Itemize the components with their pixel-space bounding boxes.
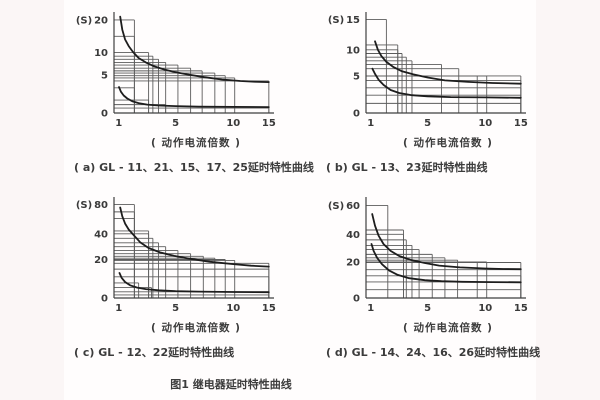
chart-b-xaxis-label: ( 动作电流倍数 ) bbox=[403, 137, 493, 149]
svg-text:5: 5 bbox=[101, 70, 108, 81]
svg-text:5: 5 bbox=[424, 118, 431, 129]
lower-limit-curve bbox=[118, 272, 270, 294]
svg-text:15: 15 bbox=[514, 303, 528, 314]
chart-c-xaxis-label: ( 动作电流倍数 ) bbox=[151, 322, 241, 334]
upper-limit-curve bbox=[371, 213, 522, 271]
svg-text:15: 15 bbox=[514, 118, 528, 129]
svg-text:1: 1 bbox=[367, 118, 374, 129]
step-grid bbox=[366, 204, 522, 298]
svg-text:1: 1 bbox=[367, 303, 374, 314]
figure-caption: 图1 继电器延时特性曲线 bbox=[170, 378, 292, 391]
content-panel bbox=[64, 0, 536, 400]
y-unit-label: (S) bbox=[328, 201, 344, 212]
axes bbox=[113, 197, 274, 299]
svg-text:1: 1 bbox=[115, 118, 122, 129]
lower-limit-curve bbox=[371, 67, 522, 99]
svg-text:0: 0 bbox=[101, 109, 108, 120]
step-grid bbox=[114, 204, 270, 298]
chart-a: 0 5 10 20 1 5 10 15 (S) ( 动作电流倍数 ) ( a) GL - 11、… bbox=[64, 6, 314, 175]
svg-text:15: 15 bbox=[346, 15, 360, 26]
y-unit-label: (S) bbox=[76, 15, 92, 26]
axes bbox=[113, 12, 274, 114]
lower-limit-curve bbox=[370, 243, 522, 284]
svg-text:5: 5 bbox=[172, 118, 179, 129]
chart-d: 0 20 40 60 1 5 10 15 (S) ( 动作电流倍数 ) ( d) GL - 14… bbox=[316, 191, 566, 360]
svg-text:10: 10 bbox=[226, 303, 240, 314]
svg-text:20: 20 bbox=[94, 15, 108, 26]
svg-text:10: 10 bbox=[478, 303, 492, 314]
svg-text:0: 0 bbox=[101, 294, 108, 305]
lower-limit-curve bbox=[118, 86, 270, 108]
svg-text:15: 15 bbox=[262, 303, 276, 314]
svg-text:1: 1 bbox=[115, 303, 122, 314]
axes bbox=[365, 197, 526, 299]
svg-text:20: 20 bbox=[346, 257, 360, 268]
svg-text:40: 40 bbox=[94, 229, 108, 240]
svg-text:5: 5 bbox=[172, 303, 179, 314]
svg-text:0: 0 bbox=[353, 294, 360, 305]
chart-a-caption: ( a) GL - 11、21、15、17、25延时特性曲线 bbox=[74, 161, 314, 174]
svg-text:10: 10 bbox=[226, 118, 240, 129]
axes bbox=[365, 12, 526, 114]
chart-c-caption: ( c) GL - 12、22延时特性曲线 bbox=[74, 346, 235, 359]
svg-text:20: 20 bbox=[94, 255, 108, 266]
y-unit-label: (S) bbox=[76, 200, 92, 211]
svg-text:60: 60 bbox=[346, 201, 360, 212]
chart-b: 0 5 10 15 1 5 10 15 (S) ( 动作电流倍数 ) ( b) GL - 13、… bbox=[316, 6, 566, 175]
svg-text:0: 0 bbox=[353, 109, 360, 120]
svg-text:10: 10 bbox=[478, 118, 492, 129]
chart-a-xaxis-label: ( 动作电流倍数 ) bbox=[151, 137, 241, 149]
svg-text:40: 40 bbox=[346, 230, 360, 241]
chart-c: 0 20 40 80 1 5 10 15 (S) ( 动作电流倍数 ) ( c) GL - 12… bbox=[64, 191, 314, 360]
svg-text:80: 80 bbox=[94, 200, 108, 211]
svg-text:5: 5 bbox=[424, 303, 431, 314]
upper-limit-curve bbox=[119, 15, 270, 83]
chart-d-xaxis-label: ( 动作电流倍数 ) bbox=[403, 322, 493, 334]
svg-text:10: 10 bbox=[346, 45, 360, 56]
chart-b-caption: ( b) GL - 13、23延时特性曲线 bbox=[326, 161, 488, 174]
y-unit-label: (S) bbox=[328, 15, 344, 26]
chart-d-caption: ( d) GL - 14、24、16、26延时特性曲线 bbox=[326, 346, 541, 359]
step-grid bbox=[366, 18, 522, 113]
step-grid bbox=[114, 19, 270, 113]
svg-text:10: 10 bbox=[94, 48, 108, 59]
upper-limit-curve bbox=[119, 206, 270, 268]
upper-limit-curve bbox=[374, 40, 522, 85]
svg-text:5: 5 bbox=[353, 71, 360, 82]
svg-text:15: 15 bbox=[262, 118, 276, 129]
